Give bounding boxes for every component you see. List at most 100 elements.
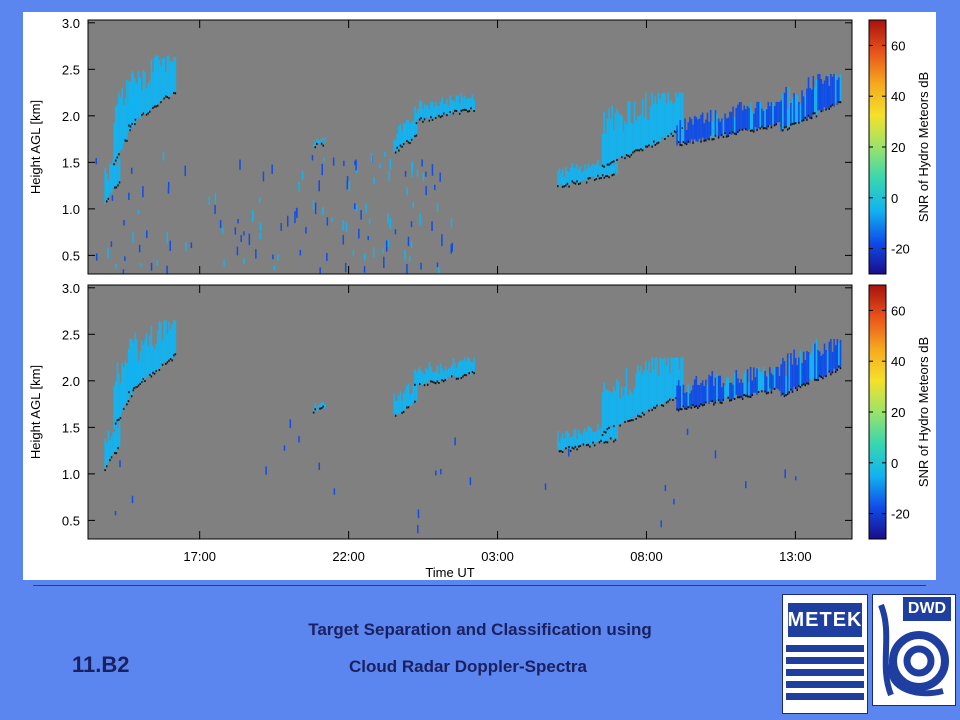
cloud-echo <box>314 141 317 147</box>
colorbar-tick-label: 0 <box>891 191 898 206</box>
noise-speck <box>436 203 439 212</box>
cloud-echo <box>149 80 151 111</box>
cloud-base-mark <box>141 113 143 116</box>
cloud-base-mark <box>629 155 631 158</box>
cloud-echo <box>627 395 630 421</box>
y-axis-label: Height AGL [km] <box>28 365 43 459</box>
cloud-base-mark <box>675 131 677 134</box>
cloud-base-mark <box>573 447 575 450</box>
cloud-echo <box>743 105 746 130</box>
cloud-echo <box>757 101 760 129</box>
cloud-base-mark <box>131 122 133 125</box>
cloud-echo <box>806 88 808 119</box>
cloud-base-mark <box>762 127 765 130</box>
cloud-base-mark <box>319 407 321 410</box>
cloud-echo <box>579 166 582 183</box>
cloud-base-mark <box>785 394 787 397</box>
cloud-base-mark <box>113 451 116 454</box>
slide-number: 11.B2 <box>72 652 130 677</box>
noise-speck <box>388 171 390 182</box>
noise-speck <box>119 460 121 468</box>
cloud-base-mark <box>730 399 733 402</box>
cloud-base-mark <box>825 108 827 111</box>
noise-speck <box>258 197 261 203</box>
cloud-base-mark <box>601 174 604 177</box>
cloud-base-mark <box>825 375 827 378</box>
cloud-echo <box>136 348 138 387</box>
cloud-echo <box>810 352 813 381</box>
cloud-base-mark <box>441 115 443 118</box>
cloud-echo <box>407 120 410 142</box>
noise-speck <box>714 450 717 459</box>
cloud-base-mark <box>729 131 731 134</box>
noise-speck <box>237 218 239 224</box>
cloud-echo <box>809 88 811 117</box>
cloud-base-mark <box>116 419 119 422</box>
cloud-echo <box>772 375 774 390</box>
cloud-echo <box>571 436 574 447</box>
noise-speck <box>411 165 413 178</box>
cloud-echo <box>422 108 424 121</box>
cloud-echo <box>638 116 641 150</box>
cloud-echo <box>613 427 615 441</box>
cloud-base-mark <box>173 91 175 94</box>
cloud-base-mark <box>579 182 582 185</box>
cloud-echo <box>836 338 839 369</box>
cloud-echo <box>399 391 402 414</box>
cloud-echo <box>116 362 119 420</box>
cloud-echo <box>625 367 628 421</box>
cloud-base-mark <box>415 134 418 137</box>
cloud-echo <box>109 439 111 460</box>
cloud-echo <box>788 87 791 128</box>
cloud-base-mark <box>738 129 741 132</box>
cloud-base-mark <box>733 397 736 400</box>
cloud-base-mark <box>434 116 437 119</box>
cloud-base-mark <box>115 186 118 189</box>
cloud-base-mark <box>126 403 128 406</box>
cloud-echo <box>398 126 400 150</box>
cloud-base-mark <box>402 143 405 146</box>
cloud-echo <box>169 60 172 96</box>
cloud-base-mark <box>557 185 559 188</box>
cloud-echo <box>697 119 699 142</box>
cloud-base-mark <box>637 149 639 152</box>
cloud-echo <box>473 357 475 373</box>
cloud-echo <box>765 109 768 128</box>
cloud-echo <box>465 361 467 375</box>
cloud-base-mark <box>593 178 596 181</box>
cloud-echo <box>670 357 673 398</box>
cloud-echo <box>171 61 174 94</box>
cloud-echo <box>606 427 609 442</box>
cloud-echo <box>830 73 832 106</box>
cloud-base-mark <box>576 448 578 451</box>
cloud-base-mark <box>711 400 713 403</box>
cloud-base-mark <box>118 153 120 156</box>
cloud-echo <box>788 358 791 392</box>
noise-speck <box>128 192 130 200</box>
noise-speck <box>422 172 425 182</box>
noise-speck <box>294 211 296 224</box>
cloud-base-mark <box>785 125 787 128</box>
cloud-echo <box>746 106 749 132</box>
cloud-echo <box>773 366 776 388</box>
cloud-echo <box>681 92 684 128</box>
cloud-echo <box>764 107 766 128</box>
cloud-echo <box>142 70 145 113</box>
noise-speck <box>299 249 302 256</box>
cloud-base-mark <box>117 184 119 187</box>
noise-speck <box>332 157 335 166</box>
noise-speck <box>331 217 333 223</box>
cloud-echo <box>690 390 693 407</box>
cloud-base-mark <box>454 109 456 112</box>
cloud-echo <box>746 369 749 396</box>
cloud-echo <box>312 144 315 148</box>
cloud-base-mark <box>815 378 818 381</box>
cloud-echo <box>471 94 474 111</box>
cloud-echo <box>796 95 799 125</box>
cloud-echo <box>428 361 431 381</box>
cloud-base-mark <box>675 397 677 400</box>
cloud-echo <box>709 109 712 136</box>
cloud-base-mark <box>152 106 154 109</box>
cloud-echo <box>561 432 564 451</box>
cloud-echo <box>597 423 599 442</box>
